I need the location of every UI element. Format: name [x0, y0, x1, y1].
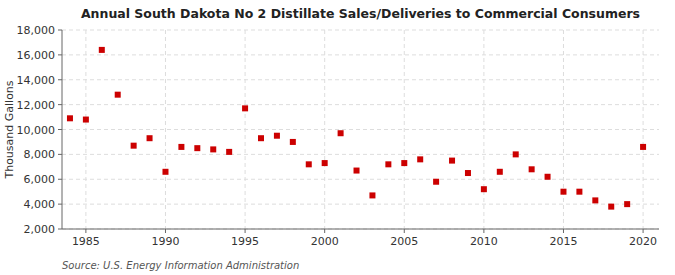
point [290, 139, 296, 145]
point [131, 143, 137, 149]
y-grid-line [62, 129, 659, 130]
x-grid-line [563, 30, 564, 229]
point [401, 160, 407, 166]
source-note: Source: U.S. Energy Information Administ… [62, 260, 299, 271]
y-tick-label: 12,000 [17, 99, 56, 112]
point [162, 169, 168, 175]
x-tick-label: 1995 [231, 235, 259, 248]
y-tick-label: 16,000 [17, 49, 56, 62]
x-tick [404, 229, 405, 233]
y-tick [58, 79, 62, 80]
point [258, 135, 264, 141]
y-tick-label: 8,000 [24, 148, 56, 161]
y-axis-label: Thousand Gallons [3, 80, 16, 179]
x-tick-label: 1990 [151, 235, 179, 248]
y-tick-label: 2,000 [24, 223, 56, 236]
point [608, 204, 614, 210]
y-tick [58, 229, 62, 230]
point [210, 146, 216, 152]
x-tick-label: 2005 [390, 235, 418, 248]
point [242, 105, 248, 111]
point [67, 115, 73, 121]
y-tick [58, 179, 62, 180]
x-grid-line [245, 30, 246, 229]
x-tick [245, 229, 246, 233]
point [497, 169, 503, 175]
y-grid-line [62, 204, 659, 205]
point [576, 189, 582, 195]
point [640, 144, 646, 150]
point [465, 170, 471, 176]
point [83, 117, 89, 123]
x-grid-line [483, 30, 484, 229]
y-grid-line [62, 229, 659, 230]
y-grid-line [62, 104, 659, 105]
y-tick-label: 10,000 [17, 124, 56, 137]
x-grid-line [404, 30, 405, 229]
x-tick-label: 2010 [470, 235, 498, 248]
y-grid-line [62, 79, 659, 80]
point [529, 166, 535, 172]
x-tick-label: 1985 [72, 235, 100, 248]
x-grid-line [643, 30, 644, 229]
point [115, 92, 121, 98]
y-grid-line [62, 179, 659, 180]
x-tick-label: 2020 [629, 235, 657, 248]
title: Annual South Dakota No 2 Distillate Sale… [81, 6, 640, 21]
y-tick [58, 104, 62, 105]
x-tick-label: 2000 [311, 235, 339, 248]
y-axis-line [62, 30, 63, 229]
point [449, 158, 455, 164]
point [624, 201, 630, 207]
point [545, 174, 551, 180]
y-tick [58, 154, 62, 155]
point [369, 192, 375, 198]
grid [62, 30, 659, 229]
y-grid-line [62, 54, 659, 55]
point [385, 161, 391, 167]
point [338, 130, 344, 136]
point [99, 47, 105, 53]
chart: Annual South Dakota No 2 Distillate Sale… [0, 0, 675, 275]
point [417, 156, 423, 162]
x-axis-line [62, 229, 659, 230]
y-tick [58, 204, 62, 205]
y-tick-label: 6,000 [24, 173, 56, 186]
y-tick-label: 18,000 [17, 24, 56, 37]
point [178, 144, 184, 150]
y-tick-label: 4,000 [24, 198, 56, 211]
point [513, 151, 519, 157]
point [354, 168, 360, 174]
point [147, 135, 153, 141]
point [306, 161, 312, 167]
x-tick [483, 229, 484, 233]
point [194, 145, 200, 151]
point [322, 160, 328, 166]
y-tick [58, 129, 62, 130]
y-tick [58, 54, 62, 55]
y-tick [58, 30, 62, 31]
x-tick [643, 229, 644, 233]
y-grid-line [62, 154, 659, 155]
x-tick [165, 229, 166, 233]
x-grid-line [165, 30, 166, 229]
y-tick-label: 14,000 [17, 74, 56, 87]
point [592, 197, 598, 203]
point [274, 133, 280, 139]
x-tick [563, 229, 564, 233]
x-tick-label: 2015 [549, 235, 577, 248]
point [433, 179, 439, 185]
y-grid-line [62, 30, 659, 31]
point [481, 186, 487, 192]
x-grid-line [324, 30, 325, 229]
point [560, 189, 566, 195]
x-tick [324, 229, 325, 233]
points [67, 47, 646, 210]
point [226, 149, 232, 155]
x-tick [85, 229, 86, 233]
x-grid-line [85, 30, 86, 229]
